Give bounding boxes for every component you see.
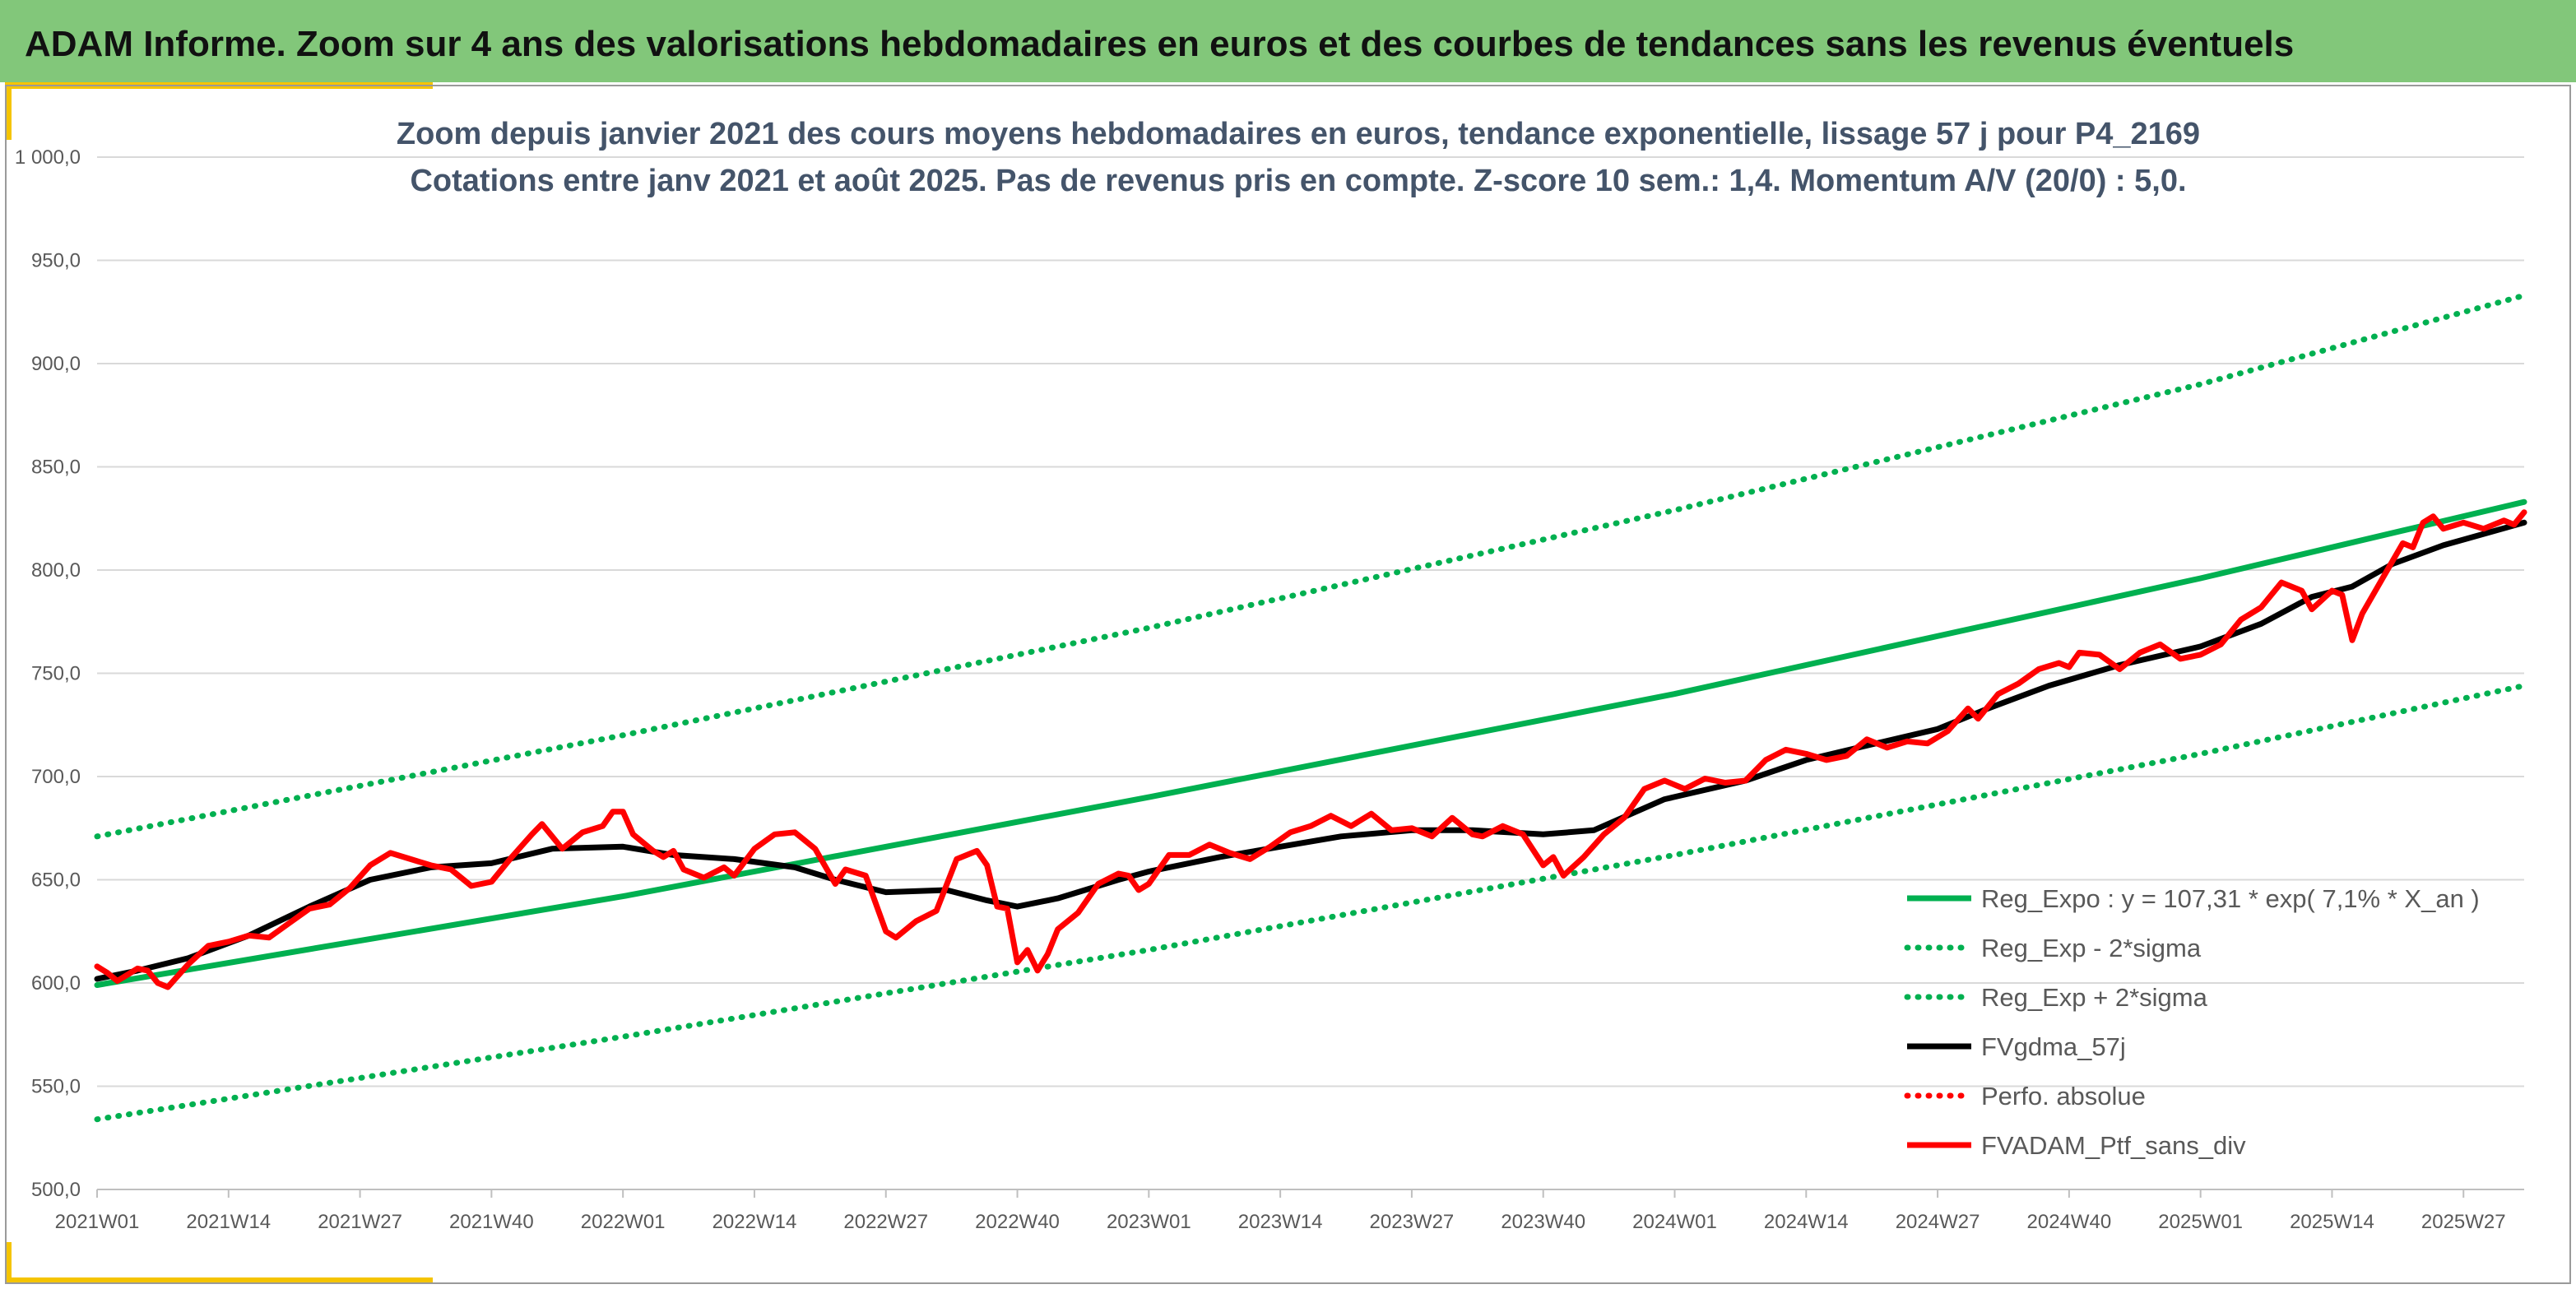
series-line-reg-exp-2-sigma bbox=[94, 683, 2527, 1123]
gridlines bbox=[97, 156, 2524, 1190]
y-tick-label: 800,0 bbox=[31, 559, 81, 582]
y-tick-label: 900,0 bbox=[31, 353, 81, 375]
banner-title: ADAM Informe. Zoom sur 4 ans des valoris… bbox=[25, 24, 2295, 64]
series-line-fvgdma-57j bbox=[94, 519, 2527, 982]
x-tick-label: 2023W14 bbox=[1238, 1211, 1323, 1233]
series-lines bbox=[94, 292, 2527, 1123]
series-line-reg-expo-y-107-31-exp-7-1-x-an bbox=[94, 498, 2527, 988]
x-tick-label: 2021W40 bbox=[449, 1211, 534, 1233]
legend-label: FVgdma_57j bbox=[1981, 1032, 2126, 1061]
x-tick-label: 2025W01 bbox=[2158, 1211, 2243, 1233]
chart-frame bbox=[5, 85, 2571, 1284]
x-tick-label: 2022W27 bbox=[843, 1211, 928, 1233]
legend-label: Perfo. absolue bbox=[1981, 1082, 2146, 1110]
legend-label: Reg_Exp + 2*sigma bbox=[1981, 983, 2208, 1012]
chart-subtitle: Cotations entre janv 2021 et août 2025. … bbox=[410, 164, 2186, 198]
series-line-fvadam-ptf-sans-div bbox=[94, 509, 2527, 990]
x-tick-label: 2023W40 bbox=[1501, 1211, 1585, 1233]
y-tick-label: 600,0 bbox=[31, 972, 81, 995]
x-tick-label: 2025W14 bbox=[2290, 1211, 2374, 1233]
series-line-reg-exp-2-sigma bbox=[94, 292, 2527, 840]
x-tick-label: 2023W27 bbox=[1370, 1211, 1455, 1233]
legend-label: FVADAM_Ptf_sans_div bbox=[1981, 1131, 2246, 1160]
y-axis-ticks: 500,0 550,0 600,0 650,0 700,0 750,0 800,0 850,0… bbox=[15, 146, 81, 1201]
accent-bar-bottom-left bbox=[5, 1242, 12, 1284]
y-tick-label: 850,0 bbox=[31, 457, 81, 479]
x-tick-label: 2025W27 bbox=[2421, 1211, 2506, 1233]
x-tick-label: 2024W40 bbox=[2027, 1211, 2112, 1233]
x-tick-label: 2021W14 bbox=[186, 1211, 271, 1233]
y-tick-label: 1 000,0 bbox=[15, 146, 81, 169]
accent-bar-bottom bbox=[5, 1277, 433, 1284]
y-tick-label: 500,0 bbox=[31, 1179, 81, 1201]
header-banner: ADAM Informe. Zoom sur 4 ans des valoris… bbox=[0, 0, 2576, 82]
chart-title: Zoom depuis janvier 2021 des cours moyen… bbox=[397, 117, 2200, 151]
x-axis-ticks: 2021W01 2021W14 2021W27 2021W40 2022W01 2022W… bbox=[55, 1189, 2506, 1233]
x-tick-label: 2024W27 bbox=[1896, 1211, 1980, 1233]
accent-bar-left bbox=[5, 82, 12, 140]
x-tick-label: 2022W40 bbox=[975, 1211, 1060, 1233]
y-tick-label: 700,0 bbox=[31, 766, 81, 788]
x-tick-label: 2022W01 bbox=[581, 1211, 666, 1233]
x-tick-label: 2024W01 bbox=[1632, 1211, 1717, 1233]
y-tick-label: 750,0 bbox=[31, 663, 81, 685]
x-tick-label: 2023W01 bbox=[1107, 1211, 1191, 1233]
y-tick-label: 950,0 bbox=[31, 250, 81, 272]
legend-label: Reg_Exp - 2*sigma bbox=[1981, 934, 2202, 962]
y-tick-label: 650,0 bbox=[31, 869, 81, 892]
x-tick-label: 2024W14 bbox=[1764, 1211, 1849, 1233]
x-tick-label: 2021W27 bbox=[318, 1211, 402, 1233]
x-tick-label: 2022W14 bbox=[712, 1211, 797, 1233]
y-tick-label: 550,0 bbox=[31, 1076, 81, 1098]
legend-label: Reg_Expo : y = 107,31 * exp( 7,1% * X_an… bbox=[1981, 884, 2480, 913]
x-tick-label: 2021W01 bbox=[55, 1211, 140, 1233]
legend: Reg_Expo : y = 107,31 * exp( 7,1% * X_an… bbox=[1904, 884, 2480, 1160]
